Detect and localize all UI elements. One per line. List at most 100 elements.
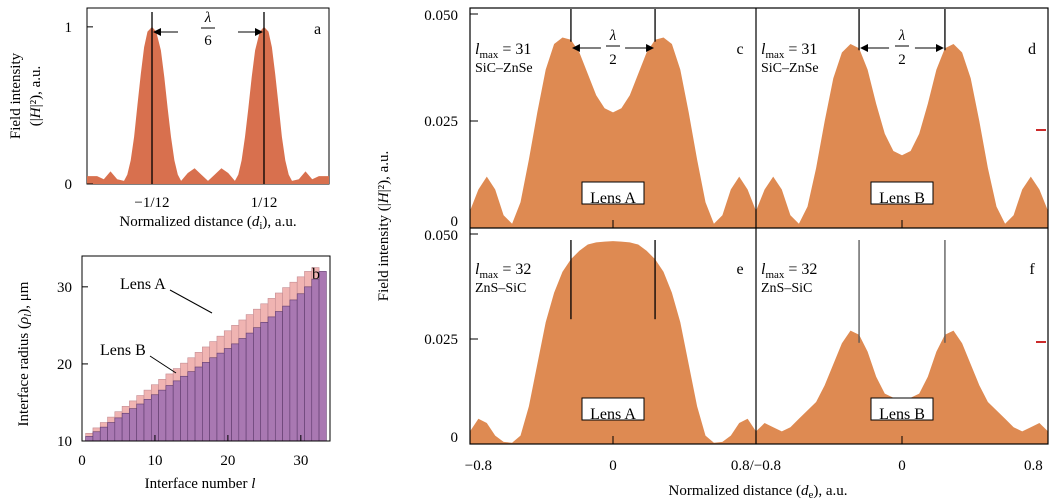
bar-lens-b <box>296 293 305 442</box>
annotation-denominator: 6 <box>204 33 212 49</box>
bar-lens-b <box>121 412 130 442</box>
material-label-f: ZnS–SiC <box>761 281 812 296</box>
lens-label-d: Lens B <box>879 190 925 207</box>
lmax-label-e: lmax = 32 <box>475 261 531 281</box>
bar-lens-b <box>223 348 232 442</box>
lens-label-f: Lens B <box>879 406 925 423</box>
annotation-lambda: λ <box>898 28 906 44</box>
bar-lens-b <box>253 327 262 442</box>
panels-cdef-frame <box>469 7 1049 445</box>
field-intensity-area-f <box>756 330 1048 444</box>
lmax-label-f: lmax = 32 <box>761 261 817 281</box>
field-intensity-area <box>87 26 329 185</box>
bar-lens-b <box>267 316 276 442</box>
field-intensity-area-e <box>470 241 756 444</box>
bar-lens-b <box>92 431 101 442</box>
bar-lens-b <box>107 422 116 442</box>
lens-label-e: Lens A <box>590 406 636 423</box>
panel-a-annotation: λ6 <box>153 10 263 49</box>
panels-cdef-ylabel: Field intensity (|H|²), a.u. <box>376 151 392 302</box>
bar-lens-b <box>165 385 174 442</box>
lmax-label-d: lmax = 31 <box>761 41 817 61</box>
y-tick-label: 0 <box>65 177 73 193</box>
panel-a-ylabel-line1: Field intensity <box>8 52 24 139</box>
legend-pointer-lens-b <box>149 355 177 374</box>
y-tick-label: 30 <box>57 280 72 296</box>
bar-lens-b <box>238 338 247 442</box>
legend-pointer-lens-a <box>169 289 213 314</box>
panel-label-e: e <box>736 261 743 278</box>
y-tick-label: 20 <box>57 357 72 373</box>
lens-label-box-e <box>581 397 645 421</box>
x-tick-label: −1/12 <box>134 195 169 211</box>
y-tick-label: 1 <box>65 20 73 36</box>
panel-label-f: f <box>1029 261 1035 278</box>
lens-label-c: Lens A <box>590 190 636 207</box>
bar-lens-b <box>129 408 138 442</box>
x-tick-label: −0.8 <box>465 458 492 474</box>
legend-label-lens-b: Lens B <box>100 342 146 359</box>
y-tick-label: 0.025 <box>424 114 458 130</box>
bar-lens-b <box>85 436 94 442</box>
y-tick-label: 0 <box>451 214 459 230</box>
panels-cdef-xlabel: Normalized distance (de), a.u. <box>669 483 848 500</box>
bar-lens-b <box>318 271 327 442</box>
bar-lens-b <box>180 375 189 442</box>
panel-b: b 0 10 20 30 10 20 30 Lens A Lens B Interface … <box>16 255 331 492</box>
lens-label-box-f <box>870 397 934 421</box>
x-tick-label: 0 <box>78 453 86 469</box>
panel-a: λ6 a 01−1/12 1/12 Normalized distance (di… <box>8 7 330 232</box>
material-label-d: SiC–ZnSe <box>761 61 819 76</box>
bar-lens-b <box>231 343 240 442</box>
y-tick-label: 0 <box>451 430 459 446</box>
panel-label-c: c <box>736 41 743 58</box>
y-tick-label: 10 <box>57 434 72 450</box>
panel-b-bars <box>85 267 327 442</box>
x-tick-label: 1/12 <box>251 195 278 211</box>
bar-lens-b <box>245 332 254 442</box>
x-tick-label: 20 <box>220 453 235 469</box>
panel-b-frame <box>81 255 331 442</box>
panel-a-xlabel: Normalized distance (di), a.u. <box>119 214 296 232</box>
x-tick-label: 0 <box>609 458 617 474</box>
bar-lens-b <box>311 278 320 442</box>
bar-lens-b <box>216 352 225 442</box>
bar-lens-b <box>172 380 181 442</box>
bar-lens-b <box>187 371 196 442</box>
bar-lens-b <box>260 321 269 442</box>
bar-lens-b <box>282 305 291 442</box>
annotation-denominator: 2 <box>898 52 906 68</box>
bar-lens-b <box>99 426 108 442</box>
annotation-lambda: λ <box>609 28 617 44</box>
material-label-c: SiC–ZnSe <box>475 61 533 76</box>
x-tick-label: 0 <box>898 458 906 474</box>
x-tick-label: 0.8/−0.8 <box>731 458 781 474</box>
panel-b-ylabel: Interface radius (ρl), μm <box>16 281 34 426</box>
panel-label-d: d <box>1028 41 1036 58</box>
bar-lens-b <box>158 389 167 442</box>
panel-a-plot <box>87 26 329 185</box>
bar-lens-b <box>304 286 313 442</box>
material-label-e: ZnS–SiC <box>475 281 526 296</box>
lens-label-box-c <box>581 181 645 205</box>
bar-lens-b <box>209 357 218 442</box>
annotation-lambda: λ <box>204 10 212 26</box>
lens-label-box-d <box>870 181 934 205</box>
bar-lens-b <box>143 399 152 442</box>
bar-lens-b <box>194 366 203 442</box>
y-tick-label: 0.025 <box>424 332 458 348</box>
bar-lens-b <box>274 311 283 442</box>
bar-lens-b <box>114 417 123 442</box>
panel-b-label: b <box>312 266 320 283</box>
y-tick-label: 0.050 <box>424 8 458 24</box>
field-intensity-area-c <box>470 37 756 228</box>
lmax-label-c: lmax = 31 <box>475 41 531 61</box>
panel-a-vlines <box>151 12 265 184</box>
panel-b-ticks: 0 10 20 30 10 20 30 <box>57 280 308 469</box>
bar-lens-b <box>136 403 145 442</box>
field-intensity-area-d <box>756 44 1048 228</box>
legend-label-lens-a: Lens A <box>120 276 166 293</box>
